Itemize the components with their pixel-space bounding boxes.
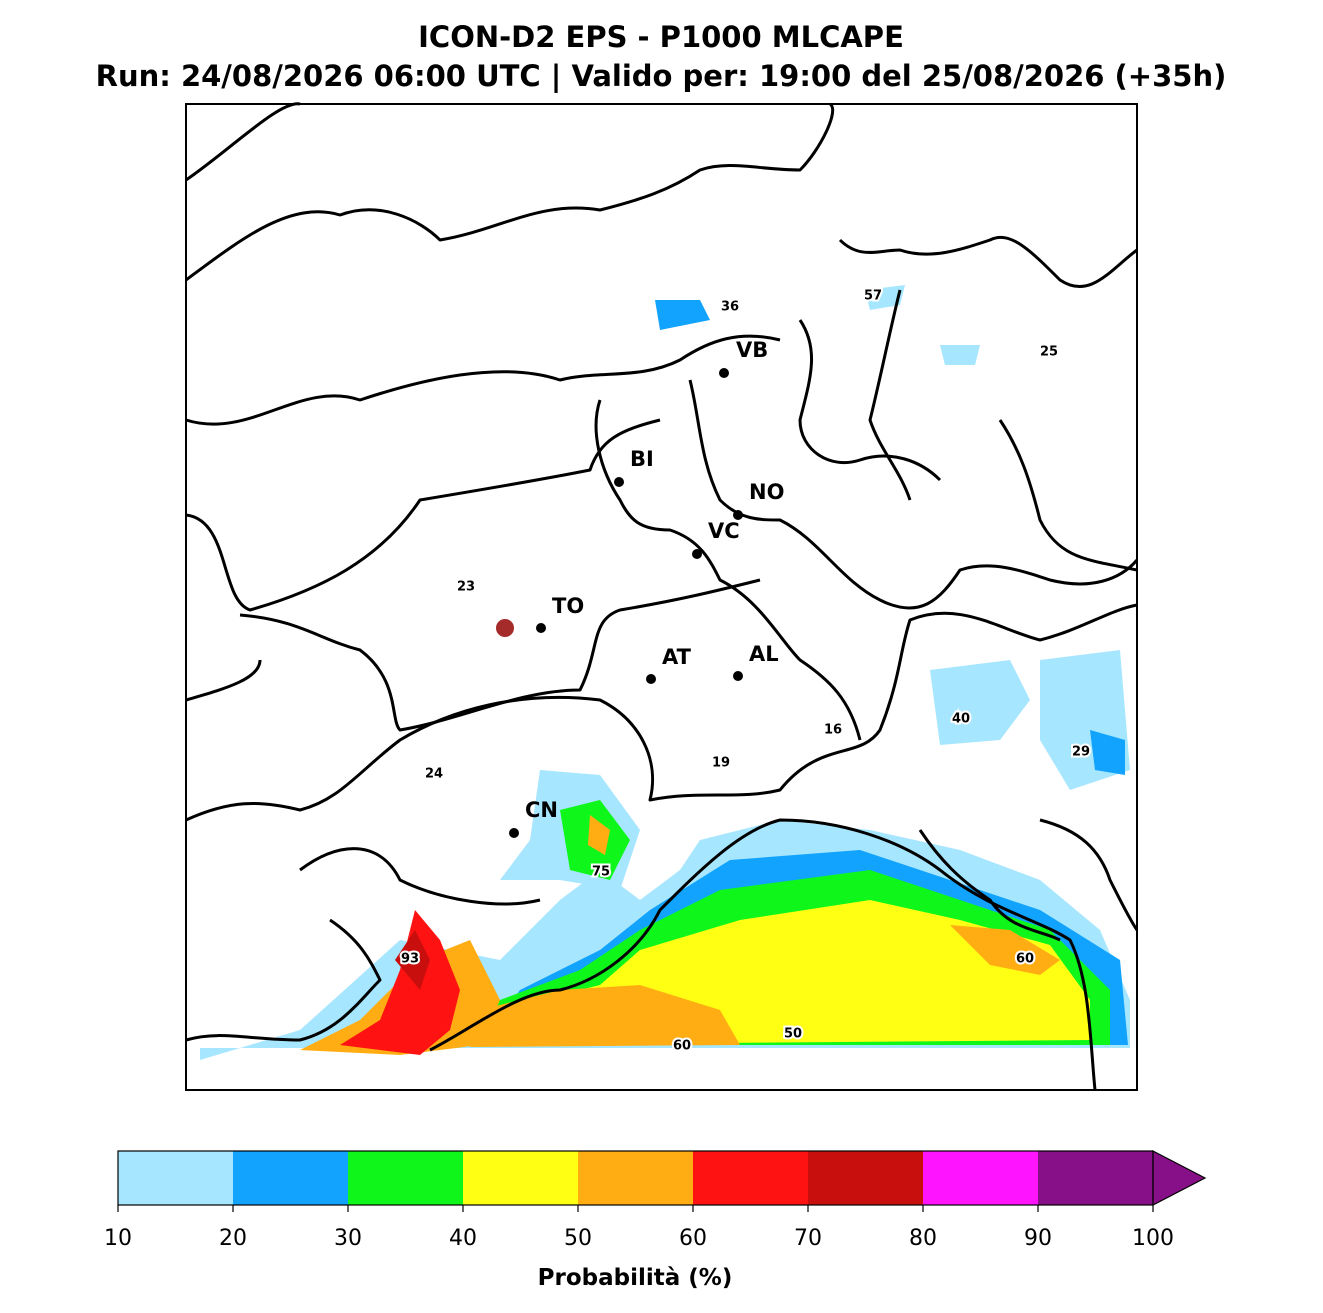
map-value-label: 25 [1040,345,1058,360]
subtitle: Run: 24/08/2026 06:00 UTC | Valido per: … [96,59,1227,93]
city-label: AT [662,645,692,669]
map-value-label: 60 [673,1039,691,1054]
colorbar-label: Probabilità (%) [538,1265,733,1291]
colorbar-tick-label: 50 [564,1226,592,1251]
map-value-label: 36 [721,300,739,315]
city-dot [719,368,729,378]
map-value-label: 57 [864,289,882,304]
colorbar-tick-label: 90 [1024,1226,1052,1251]
city-dot [733,510,743,520]
colorbar-tick-label: 100 [1132,1226,1174,1251]
colorbar: Probabilità (%) 10 20 30 40 50 60 70 80 90 100 [104,1150,1207,1291]
colorbar-segment [923,1151,1038,1205]
colorbar-tick-label: 70 [794,1226,822,1251]
city-label: AL [749,642,779,666]
city-label: NO [749,480,784,504]
map-value-label: 23 [457,580,475,595]
title: ICON-D2 EPS - P1000 MLCAPE [418,20,904,54]
city-label: CN [525,798,558,822]
map-value-label: 24 [425,767,443,782]
colorbar-tick-label: 10 [104,1226,132,1251]
city-label: BI [630,447,654,471]
colorbar-segment [1038,1151,1153,1205]
map-value-label: 93 [401,952,419,967]
city-label: VB [736,338,768,362]
colorbar-segment [118,1151,233,1205]
colorbar-tick-label: 40 [449,1226,477,1251]
map: VB BI NO VC TO AT AL CN 36 57 25 23 40 29 16 19 24 75 93 6… [185,102,1139,1091]
colorbar-segment [808,1151,923,1205]
city-dot [614,477,624,487]
colorbar-tick-label: 20 [219,1226,247,1251]
city-dot [692,549,702,559]
map-labels: 36 57 25 23 40 29 16 19 24 75 93 60 50 60 [399,287,1092,1056]
map-value-label: 40 [952,712,970,727]
colorbar-tick-label: 60 [679,1226,707,1251]
colorbar-segment [233,1151,348,1205]
cities: VB BI NO VC TO AT AL CN [509,338,784,838]
map-value-label: 29 [1072,745,1090,760]
colorbar-tick-label: 80 [909,1226,937,1251]
marker [496,619,514,637]
city-dot [733,671,743,681]
map-value-label: 16 [824,723,842,738]
colorbar-segment [693,1151,808,1205]
map-value-label: 19 [712,756,730,771]
city-dot [536,623,546,633]
map-frame-border [185,103,1138,1091]
colorbar-segment [578,1151,693,1205]
colorbar-segment [463,1151,578,1205]
colorbar-tick-label: 30 [334,1226,362,1251]
colorbar-segment [348,1151,463,1205]
probability-field [200,285,1130,1060]
colorbar-extend [1152,1150,1207,1206]
colorbar-outline [117,1150,1154,1206]
city-dot [646,674,656,684]
city-dot [509,828,519,838]
city-label: VC [708,519,740,543]
map-value-label: 50 [784,1027,802,1042]
city-label: TO [552,594,584,618]
borders [185,102,1139,1091]
map-value-label: 60 [1016,952,1034,967]
map-value-label: 75 [592,865,610,880]
